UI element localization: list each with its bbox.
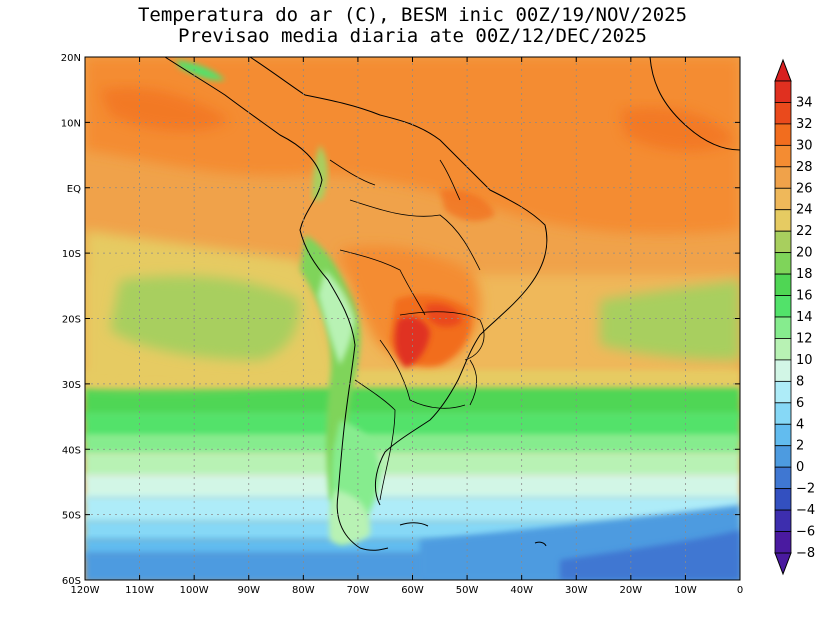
- colorbar-swatch: [774, 230, 792, 254]
- colorbar-swatch: [774, 252, 792, 275]
- colorbar-swatch: [774, 273, 792, 296]
- colorbar-label: 20: [796, 246, 813, 261]
- lon-tick-label: 0: [737, 585, 743, 596]
- colorbar-swatch: [774, 166, 792, 189]
- colorbar-label: −4: [796, 503, 815, 518]
- colorbar-label: 22: [796, 224, 813, 239]
- lon-tick-label: 20W: [620, 585, 643, 596]
- lon-tick-label: 120W: [71, 585, 100, 596]
- colorbar-swatch: [774, 338, 792, 361]
- map-title-line-1: Temperatura do ar (C), BESM inic 00Z/19/…: [137, 4, 688, 26]
- country-borders: [329, 159, 485, 501]
- colorbar-label: −6: [796, 525, 815, 540]
- colorbar-top-arrow: [774, 58, 792, 82]
- colorbar-swatch: [774, 509, 792, 532]
- colorbar-swatch: [774, 102, 792, 125]
- colorbar-swatch: [774, 423, 792, 447]
- colorbar-label: −2: [796, 482, 815, 497]
- colorbar-bottom-arrow: [774, 552, 792, 576]
- lon-tick-label: 110W: [125, 585, 154, 596]
- lon-tick-label: 30W: [565, 585, 588, 596]
- colorbar-label: 8: [796, 374, 804, 389]
- colorbar-swatch: [774, 380, 792, 404]
- colorbar-swatch: [774, 531, 792, 554]
- colorbar-label: 26: [796, 181, 813, 196]
- lon-tick-label: 80W: [292, 585, 315, 596]
- colorbar-label: 18: [796, 267, 813, 282]
- colorbar-label: 24: [796, 203, 813, 218]
- colorbar-swatch: [774, 445, 792, 468]
- lat-tick-label: 10N: [61, 118, 81, 129]
- colorbar-label: 30: [796, 138, 813, 153]
- colorbar-swatch: [774, 123, 792, 146]
- colorbar-swatch: [774, 488, 792, 511]
- colorbar-swatch: [774, 187, 792, 211]
- lat-tick-label: 30S: [62, 380, 81, 391]
- colorbar-label: 4: [796, 417, 804, 432]
- graticule: [85, 57, 740, 580]
- lon-tick-label: 70W: [347, 585, 370, 596]
- lon-tick-label: 90W: [237, 585, 260, 596]
- colorbar-label: 34: [796, 95, 813, 110]
- colorbar-label: −8: [796, 546, 815, 561]
- colorbar-swatch: [774, 402, 792, 425]
- lat-tick-label: 10S: [62, 249, 81, 260]
- colorbar-label: 10: [796, 353, 813, 368]
- colorbar-swatch: [774, 316, 792, 339]
- colorbar-swatch: [774, 466, 792, 490]
- colorbar-label: 32: [796, 117, 813, 132]
- coastlines: [164, 57, 740, 551]
- colorbar-swatch: [774, 80, 792, 103]
- colorbar-label: 0: [796, 460, 804, 475]
- colorbar-swatch: [774, 295, 792, 318]
- lat-tick-label: 50S: [62, 511, 81, 522]
- lat-tick-label: EQ: [67, 184, 81, 195]
- colorbar-label: 14: [796, 310, 813, 325]
- lat-tick-label: 60S: [62, 576, 81, 587]
- lat-tick-label: 20S: [62, 315, 81, 326]
- lon-tick-label: 100W: [180, 585, 209, 596]
- colorbar-label: 12: [796, 331, 813, 346]
- colorbar-swatch: [774, 144, 792, 168]
- colorbar-swatch: [774, 359, 792, 382]
- colorbar-label: 28: [796, 160, 813, 175]
- lat-tick-label: 20N: [61, 53, 81, 64]
- lon-tick-label: 40W: [510, 585, 533, 596]
- lat-tick-label: 40S: [62, 445, 81, 456]
- map-title-line-2: Previsao media diaria ate 00Z/12/DEC/202…: [178, 25, 647, 47]
- colorbar-label: 16: [796, 289, 813, 304]
- colorbar-label: 2: [796, 439, 804, 454]
- lon-tick-label: 60W: [401, 585, 424, 596]
- colorbar-label: 6: [796, 396, 804, 411]
- lon-tick-label: 50W: [456, 585, 479, 596]
- lon-tick-label: 10W: [674, 585, 697, 596]
- colorbar-swatch: [774, 209, 792, 232]
